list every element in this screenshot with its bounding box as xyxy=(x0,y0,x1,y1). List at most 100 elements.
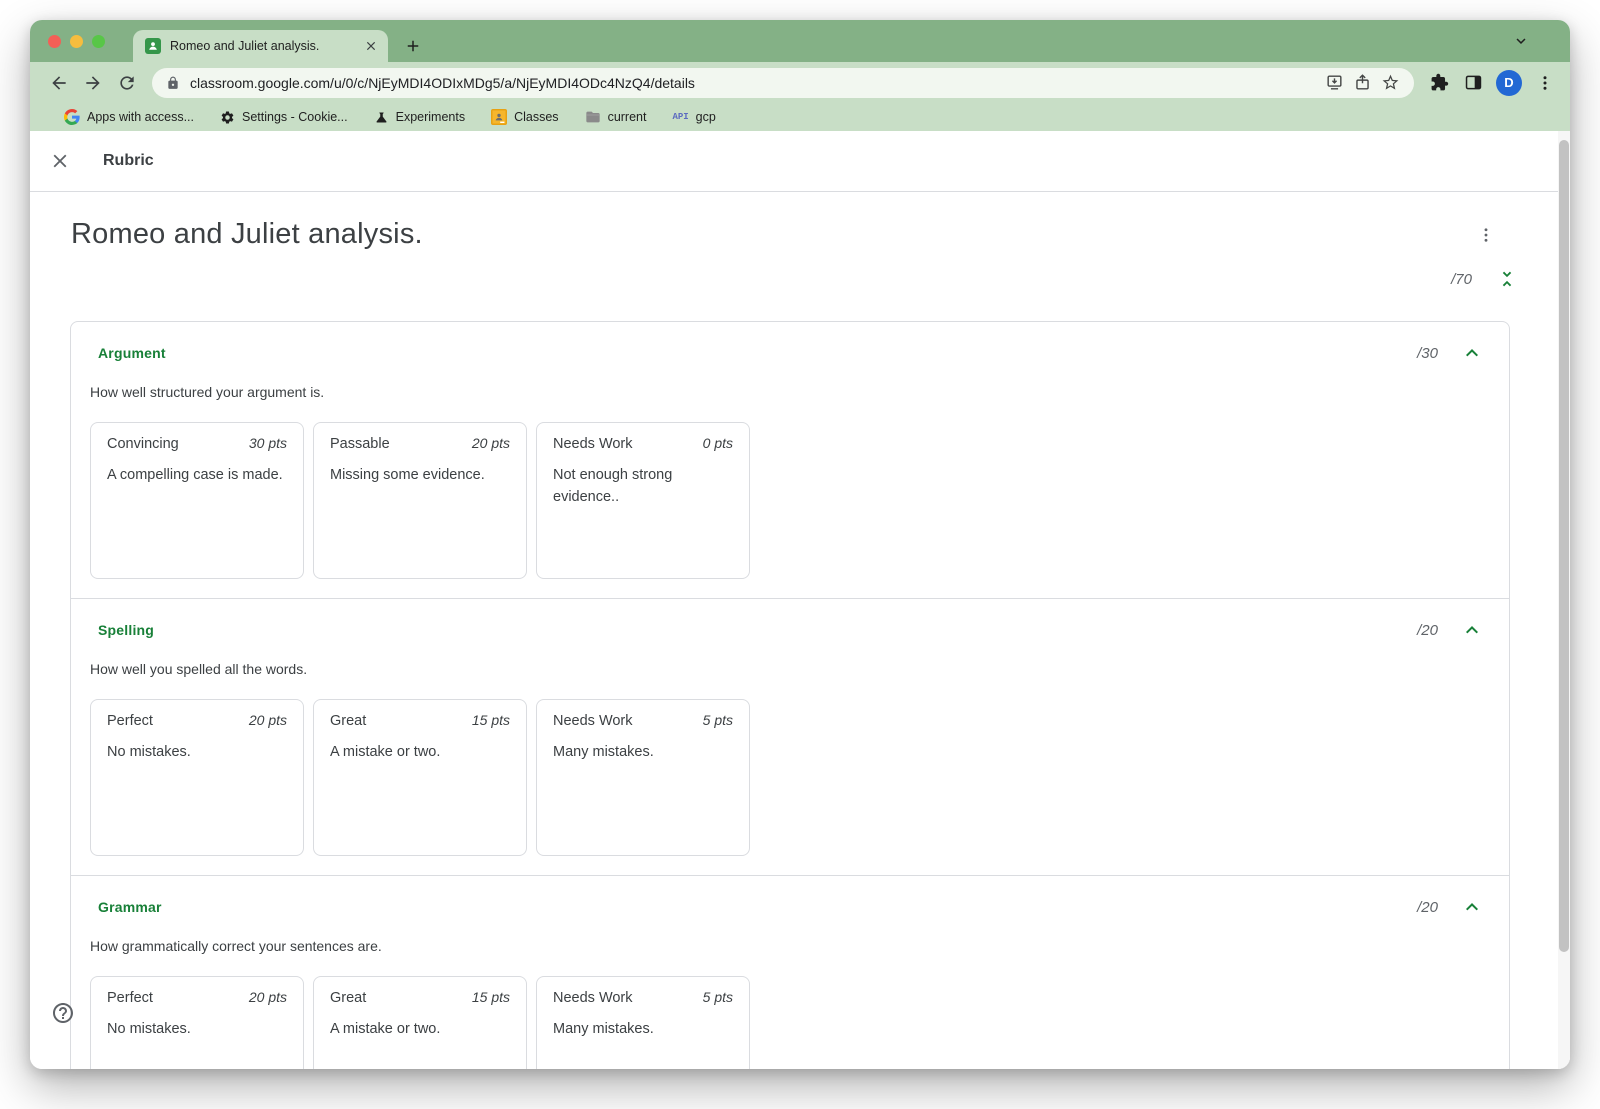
rubric-level-card[interactable]: Great 15 pts A mistake or two. xyxy=(313,699,527,856)
side-panel-icon[interactable] xyxy=(1458,68,1488,98)
lock-icon[interactable] xyxy=(166,76,180,90)
close-window-button[interactable] xyxy=(48,35,61,48)
rubric-level-card[interactable]: Needs Work 5 pts Many mistakes. xyxy=(536,699,750,856)
google-g-icon xyxy=(64,109,80,125)
bookmark-label: Settings - Cookie... xyxy=(242,110,348,124)
new-tab-button[interactable] xyxy=(404,37,422,55)
extensions-puzzle-icon[interactable] xyxy=(1424,68,1454,98)
scrollbar-thumb[interactable] xyxy=(1559,140,1569,952)
level-points: 5 pts xyxy=(702,712,733,728)
level-description: A compelling case is made. xyxy=(107,467,283,483)
flask-icon xyxy=(376,112,387,122)
collapse-section-chevron-icon[interactable] xyxy=(1460,618,1484,642)
minimize-window-button[interactable] xyxy=(70,35,83,48)
bookmark-label: current xyxy=(607,110,647,124)
level-description: A mistake or two. xyxy=(330,1021,441,1037)
traffic-lights xyxy=(48,35,105,48)
tab-search-chevron-icon[interactable] xyxy=(1512,32,1530,50)
rubric-level-card[interactable]: Great 15 pts A mistake or two. xyxy=(313,976,527,1069)
browser-toolbar: classroom.google.com/u/0/c/NjEyMDI4ODIxM… xyxy=(30,62,1570,103)
level-points: 20 pts xyxy=(471,435,510,451)
level-description: Many mistakes. xyxy=(553,1021,654,1037)
browser-window: Romeo and Juliet analysis. classroom.goo… xyxy=(30,20,1570,1069)
level-description: A mistake or two. xyxy=(330,744,441,760)
share-icon[interactable] xyxy=(1348,69,1376,97)
bookmark-gcp[interactable]: API gcp xyxy=(672,110,715,124)
back-button[interactable] xyxy=(44,68,74,98)
level-points: 30 pts xyxy=(248,435,287,451)
tab-strip: Romeo and Juliet analysis. xyxy=(30,20,1570,62)
level-title: Perfect xyxy=(107,990,153,1006)
level-title: Great xyxy=(330,713,367,729)
gear-icon xyxy=(221,111,234,123)
level-title: Needs Work xyxy=(553,436,633,452)
rubric-level-card[interactable]: Needs Work 5 pts Many mistakes. xyxy=(536,976,750,1069)
collapse-section-chevron-icon[interactable] xyxy=(1460,341,1484,365)
url-text[interactable]: classroom.google.com/u/0/c/NjEyMDI4ODIxM… xyxy=(190,74,695,91)
bookmark-current-folder[interactable]: current xyxy=(585,109,647,125)
rubric-section-argument: Argument /30 How well structured your ar… xyxy=(71,322,1509,598)
classroom-rubric-page: Rubric Romeo and Juliet analysis. /70 Ar… xyxy=(30,131,1570,1069)
section-title[interactable]: Spelling xyxy=(98,622,155,638)
rubric-level-card[interactable]: Needs Work 0 pts Not enough strong eviden… xyxy=(536,422,750,579)
section-points: /20 xyxy=(1417,898,1438,916)
forward-button[interactable] xyxy=(78,68,108,98)
level-title: Needs Work xyxy=(553,990,633,1006)
bookmark-label: Classes xyxy=(514,110,559,124)
section-description: How grammatically correct your sentences… xyxy=(90,938,382,954)
level-description: Many mistakes. xyxy=(553,744,654,760)
collapse-section-chevron-icon[interactable] xyxy=(1460,895,1484,919)
rubric-level-card[interactable]: Passable 20 pts Missing some evidence. xyxy=(313,422,527,579)
bookmark-label: Experiments xyxy=(395,110,466,124)
bookmark-settings[interactable]: Settings - Cookie... xyxy=(220,110,348,125)
rubric-section-spelling: Spelling /20 How well you spelled all th… xyxy=(71,598,1509,875)
browser-menu-kebab-icon[interactable] xyxy=(1530,68,1560,98)
api-icon: API xyxy=(672,112,689,122)
level-points: 20 pts xyxy=(248,712,287,728)
collapse-all-icon[interactable] xyxy=(1496,268,1518,290)
level-points: 0 pts xyxy=(702,435,733,451)
rubric-level-card[interactable]: Convincing 30 pts A compelling case is ma… xyxy=(90,422,304,579)
level-title: Passable xyxy=(330,436,390,452)
tab-title: Romeo and Juliet analysis. xyxy=(170,39,320,53)
rubric-card: Argument /30 How well structured your ar… xyxy=(70,321,1510,1069)
level-points: 15 pts xyxy=(471,989,510,1005)
level-title: Convincing xyxy=(107,436,179,452)
bookmark-classes[interactable]: Classes xyxy=(491,109,559,125)
help-button[interactable] xyxy=(51,1001,75,1025)
reload-button[interactable] xyxy=(112,68,142,98)
rubric-menu-kebab-icon[interactable] xyxy=(1474,223,1498,247)
folder-icon xyxy=(585,111,600,123)
rubric-top-bar: Rubric xyxy=(30,131,1570,192)
level-points: 20 pts xyxy=(248,989,287,1005)
section-title[interactable]: Grammar xyxy=(98,899,162,915)
browser-tab[interactable]: Romeo and Juliet analysis. xyxy=(133,30,388,62)
tab-close-icon[interactable] xyxy=(364,39,378,53)
bookmark-star-icon[interactable] xyxy=(1376,69,1404,97)
section-points: /30 xyxy=(1417,344,1438,362)
rubric-panel-title: Rubric xyxy=(103,152,154,169)
level-description: Missing some evidence. xyxy=(330,467,485,483)
zoom-window-button[interactable] xyxy=(92,35,105,48)
level-description: Not enough strong evidence.. xyxy=(553,467,673,505)
bookmark-experiments[interactable]: Experiments xyxy=(374,110,465,125)
rubric-level-card[interactable]: Perfect 20 pts No mistakes. xyxy=(90,699,304,856)
tab-favicon-classroom-icon xyxy=(145,38,161,54)
bookmarks-bar: Apps with access... Settings - Cookie...… xyxy=(30,103,1570,131)
level-points: 5 pts xyxy=(702,989,733,1005)
profile-avatar[interactable]: D xyxy=(1496,69,1522,96)
level-points: 15 pts xyxy=(471,712,510,728)
level-title: Needs Work xyxy=(553,713,633,729)
scrollbar-track[interactable] xyxy=(1558,131,1570,1069)
install-app-icon[interactable] xyxy=(1320,69,1348,97)
bookmark-apps-with-access[interactable]: Apps with access... xyxy=(64,109,194,125)
section-description: How well you spelled all the words. xyxy=(90,661,308,677)
close-rubric-button[interactable] xyxy=(48,149,72,173)
total-points: /70 xyxy=(1451,270,1472,288)
rubric-section-grammar: Grammar /20 How grammatically correct yo… xyxy=(71,875,1509,1069)
section-title[interactable]: Argument xyxy=(98,345,166,361)
level-description: No mistakes. xyxy=(107,744,191,760)
level-title: Great xyxy=(330,990,367,1006)
rubric-level-card[interactable]: Perfect 20 pts No mistakes. xyxy=(90,976,304,1069)
address-bar[interactable]: classroom.google.com/u/0/c/NjEyMDI4ODIxM… xyxy=(152,67,1414,98)
